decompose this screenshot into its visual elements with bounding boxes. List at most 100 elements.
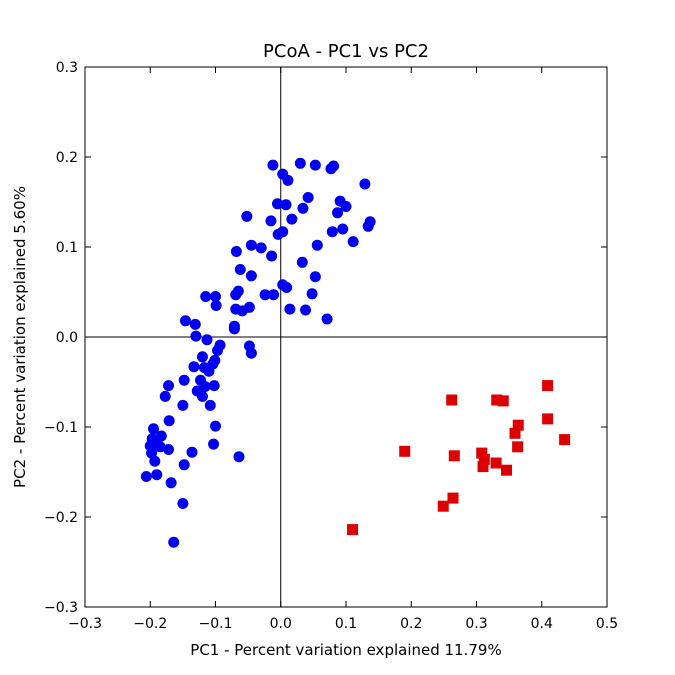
data-point-circle — [309, 159, 321, 171]
plot-frame — [84, 66, 608, 608]
data-point-circle — [210, 291, 221, 302]
data-point-square — [478, 453, 490, 465]
data-point-circle — [208, 380, 220, 392]
data-point-circle — [210, 300, 222, 311]
data-point-circle — [233, 451, 245, 463]
data-point-circle — [190, 330, 202, 342]
data-point-circle — [179, 315, 191, 327]
data-point-circle — [168, 536, 180, 548]
data-point-circle — [337, 223, 349, 235]
data-point-square — [437, 500, 449, 512]
data-point-circle — [241, 210, 253, 222]
data-point-square — [447, 492, 459, 504]
data-point-circle — [196, 351, 208, 363]
data-point-circle — [165, 477, 177, 489]
data-point-square — [347, 524, 359, 536]
data-point-circle — [306, 288, 318, 300]
reference-lines — [85, 67, 607, 607]
y-axis-label: PC2 - Percent variation explained 5.60% — [11, 186, 29, 488]
data-point-circle — [268, 289, 280, 301]
y-tick-label: 0.1 — [56, 240, 78, 256]
data-point-circle — [300, 304, 312, 316]
data-point-circle — [302, 192, 314, 203]
data-point-circle — [148, 423, 160, 435]
x-tick-label: −0.1 — [199, 616, 233, 632]
data-point-square — [448, 450, 460, 462]
x-tick-label: −0.2 — [133, 616, 167, 632]
tick-labels: −0.3 −0.2 −0.1 0.0 0.1 0.2 0.3 0.4 0.5 −0.3 −0.2 −0… — [44, 60, 618, 632]
data-point-circle — [201, 334, 213, 346]
y-tick-label: 0.2 — [56, 150, 78, 166]
data-point-circle — [272, 228, 284, 240]
data-point-circle — [159, 390, 171, 402]
data-point-circle — [151, 469, 163, 481]
data-point-circle — [210, 420, 221, 432]
chart-title: PCoA - PC1 vs PC2 — [263, 41, 429, 62]
data-markers — [140, 157, 571, 548]
data-point-circle — [271, 198, 283, 210]
data-point-circle — [154, 441, 166, 453]
data-point-circle — [236, 305, 248, 317]
data-point-circle — [280, 199, 292, 211]
data-point-square — [501, 464, 513, 476]
data-point-circle — [332, 207, 344, 219]
data-point-circle — [259, 289, 271, 301]
data-point-circle — [297, 202, 309, 214]
data-point-circle — [311, 239, 323, 251]
data-point-circle — [286, 213, 298, 225]
data-point-circle — [282, 174, 294, 186]
data-point-square — [559, 434, 571, 446]
data-point-circle — [163, 444, 175, 455]
data-point-circle — [245, 347, 257, 359]
data-point-circle — [208, 438, 220, 450]
data-point-circle — [245, 270, 257, 282]
y-tick-label: 0.3 — [56, 60, 78, 76]
data-point-circle — [326, 226, 338, 238]
data-point-circle — [204, 399, 216, 411]
x-tick-label: 0.3 — [465, 616, 487, 632]
data-point-square — [477, 461, 489, 473]
x-tick-label: 0.1 — [335, 616, 357, 632]
data-point-square — [509, 427, 521, 439]
data-point-circle — [178, 374, 190, 386]
x-tick-label: 0.5 — [596, 616, 618, 632]
data-point-circle — [255, 242, 267, 254]
data-point-circle — [177, 498, 189, 509]
data-point-square — [497, 395, 509, 407]
data-point-circle — [296, 256, 308, 268]
data-point-circle — [163, 415, 175, 427]
data-point-circle — [340, 201, 352, 212]
data-point-square — [399, 445, 411, 457]
data-point-circle — [266, 250, 278, 262]
data-point-circle — [328, 160, 340, 172]
x-axis-label: PC1 - Percent variation explained 11.79% — [190, 641, 501, 659]
data-point-circle — [281, 282, 293, 293]
y-tick-label: −0.1 — [44, 420, 78, 436]
data-point-square — [490, 457, 502, 469]
data-point-circle — [284, 303, 296, 315]
x-tick-label: −0.3 — [68, 616, 102, 632]
data-point-square — [512, 419, 524, 431]
data-point-circle — [362, 220, 374, 232]
data-point-circle — [347, 236, 359, 248]
data-point-circle — [178, 459, 190, 471]
data-point-square — [542, 380, 554, 392]
data-point-circle — [211, 345, 223, 356]
data-point-circle — [245, 239, 257, 251]
data-point-circle — [309, 271, 321, 283]
data-point-circle — [188, 361, 200, 373]
data-point-circle — [230, 246, 242, 257]
y-tick-label: 0.0 — [56, 330, 78, 346]
data-point-circle — [234, 264, 246, 275]
data-point-square — [476, 447, 488, 459]
data-point-square — [491, 394, 503, 406]
x-tick-label: 0.0 — [270, 616, 292, 632]
data-point-circle — [163, 380, 175, 392]
data-point-circle — [140, 471, 152, 482]
data-point-square — [512, 441, 524, 453]
data-point-circle — [149, 455, 161, 467]
data-point-circle — [294, 157, 306, 169]
data-point-circle — [186, 446, 198, 458]
data-point-circle — [189, 318, 201, 330]
